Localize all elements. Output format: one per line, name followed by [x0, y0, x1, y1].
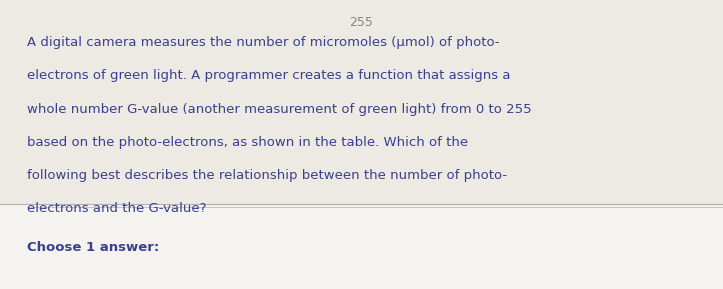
Text: A: A	[46, 225, 54, 238]
Text: A digital camera measures the number of micromoles (μmol) of photo-: A digital camera measures the number of …	[27, 36, 500, 49]
Text: electrons of green light. A programmer creates a function that assigns a: electrons of green light. A programmer c…	[27, 69, 511, 82]
Text: It is approximately linear, because the G-value increases by: It is approximately linear, because the …	[73, 214, 473, 227]
Text: photo-electrons: photo-electrons	[73, 257, 178, 270]
Text: based on the photo-electrons, as shown in the table. Which of the: based on the photo-electrons, as shown i…	[27, 136, 469, 149]
Text: electrons and the G-value?: electrons and the G-value?	[27, 202, 207, 215]
Text: whole number G-value (another measurement of green light) from 0 to 255: whole number G-value (another measuremen…	[27, 103, 532, 116]
Text: Choose 1 answer:: Choose 1 answer:	[27, 241, 160, 254]
Text: following best describes the relationship between the number of photo-: following best describes the relationshi…	[27, 169, 508, 182]
Text: 255: 255	[349, 16, 374, 29]
Text: approximately 42.5 light units with each 0.025 μmol increase in: approximately 42.5 light units with each…	[73, 236, 500, 249]
